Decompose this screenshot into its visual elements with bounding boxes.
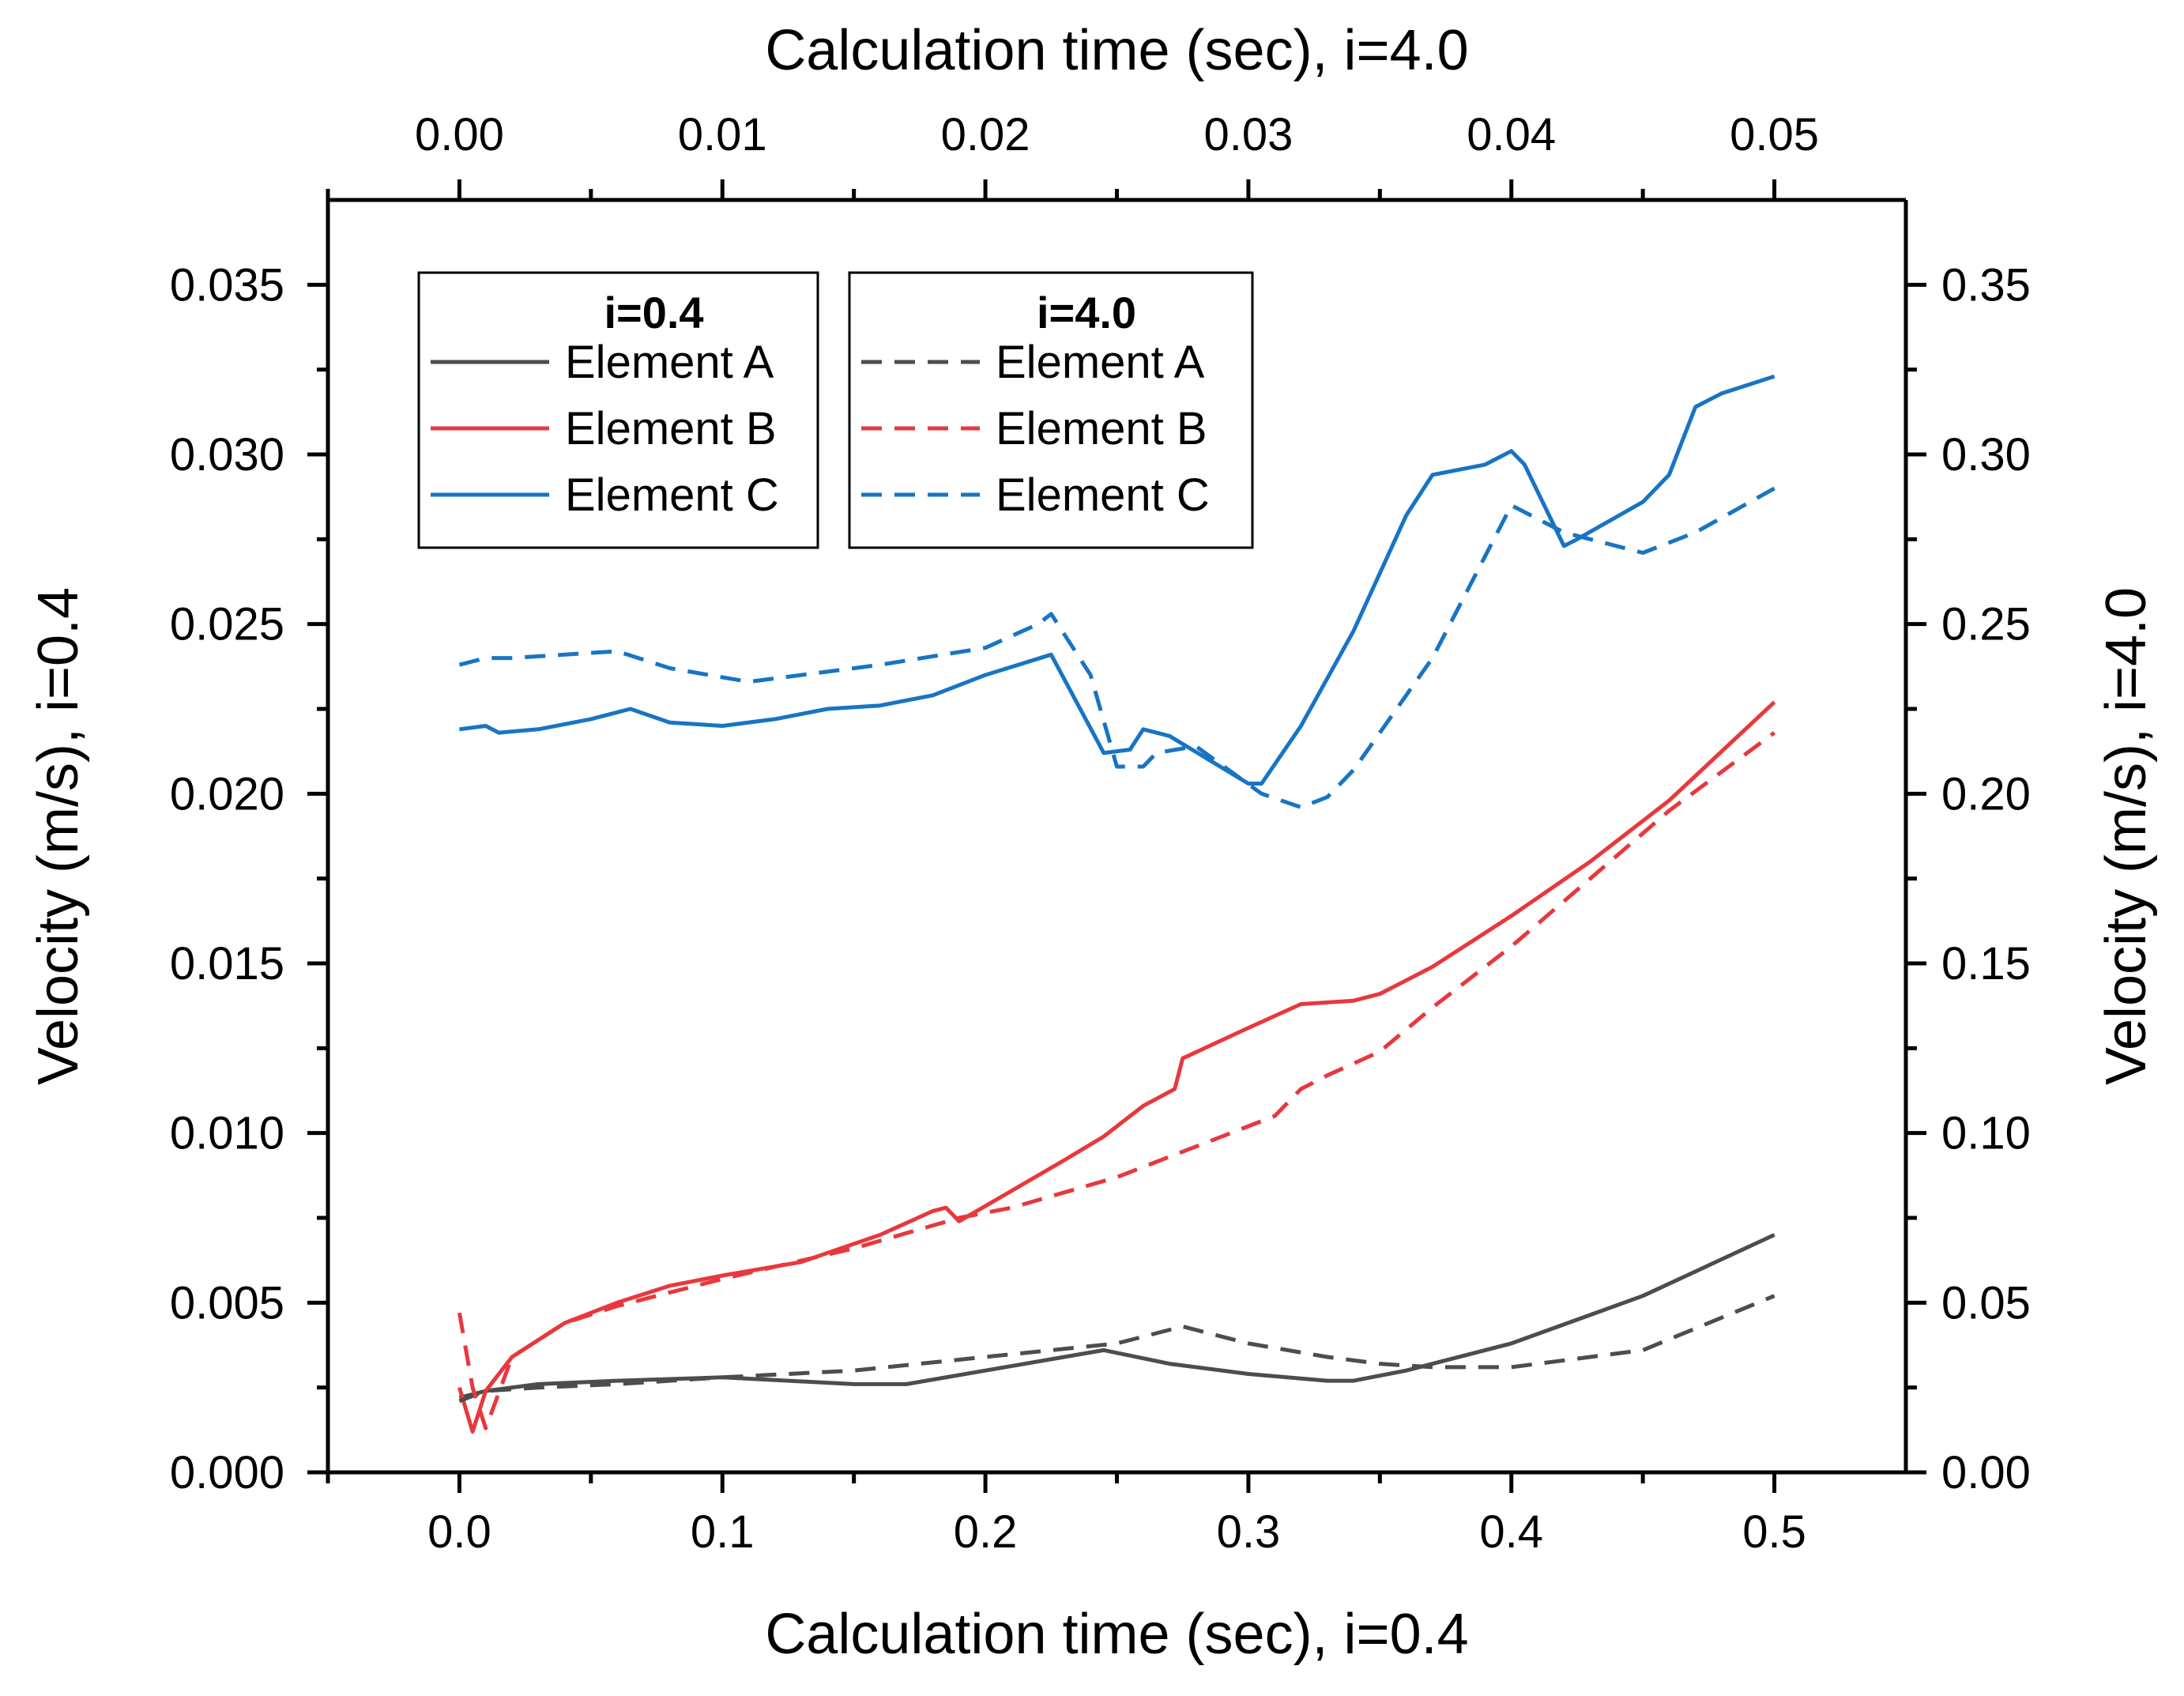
x-top-tick-label: 0.02 [941,109,1030,160]
x-bottom-tick-label: 0.5 [1742,1506,1806,1558]
legend-entry-label: Element B [565,403,777,454]
series-line-element-c-i-4-0 [458,486,1775,809]
y-right-tick-label: 0.35 [1941,259,2031,311]
x-bottom-tick-label: 0.3 [1217,1506,1281,1558]
y-left-axis-title: Velocity (m/s), i=0.4 [27,587,90,1085]
y-right-tick-label: 0.00 [1941,1447,2031,1498]
legend-box [417,271,819,549]
axes-layer: 0.0 0.1 0.2 0.3 0.4 0.5 0.00 0.01 0.02 0.03 0.04 0.… [170,109,2031,1558]
x-bottom-tick-label: 0.0 [427,1506,491,1558]
x-top-tick-label: 0.00 [415,109,504,160]
y-left-tick-label: 0.030 [170,429,284,481]
x-bottom-tick-label: 0.2 [954,1506,1018,1558]
y-right-tick-label: 0.15 [1941,938,2031,989]
series-line-element-a-i-0-4 [458,1233,1775,1400]
y-right-tick-label: 0.20 [1941,768,2031,820]
legend-group-title: i=0.4 [604,288,703,337]
x-top-tick-label: 0.01 [678,109,767,160]
legend-entry-label: Element B [996,403,1207,454]
y-left-tick-label: 0.035 [170,259,284,311]
x-top-tick-label: 0.05 [1730,109,1819,160]
y-left-tick-label: 0.005 [170,1277,284,1329]
x-bottom-tick-label: 0.4 [1479,1506,1543,1558]
series-layer [457,374,1776,1434]
x-top-axis-title: Calculation time (sec), i=4.0 [765,19,1468,82]
legend-box [848,271,1254,549]
x-top-tick-label: 0.04 [1467,109,1556,160]
series-line-element-b-i-4-0 [457,731,1776,1430]
legend-entry-label: Element C [996,469,1210,521]
y-left-tick-label: 0.025 [170,599,284,650]
axis-titles: Calculation time (sec), i=0.4 Calculatio… [27,19,2158,1666]
y-left-tick-label: 0.000 [170,1447,284,1498]
series-line-element-b-i-0-4 [458,700,1776,1434]
y-right-tick-label: 0.25 [1941,599,2031,650]
y-left-tick-label: 0.015 [170,938,284,989]
legend-entry-label: Element A [996,337,1205,388]
y-right-tick-label: 0.05 [1941,1277,2031,1329]
y-left-tick-label: 0.020 [170,768,284,820]
x-top-tick-label: 0.03 [1203,109,1293,160]
legend-group-title: i=4.0 [1037,288,1136,337]
y-left-tick-label: 0.010 [170,1108,284,1159]
x-bottom-axis-title: Calculation time (sec), i=0.4 [765,1603,1468,1666]
legend-entry-label: Element C [565,469,779,521]
y-right-tick-label: 0.30 [1941,429,2031,481]
legend-entry-label: Element A [565,337,774,388]
series-line-element-a-i-4-0 [458,1294,1775,1404]
series-line-element-c-i-0-4 [459,374,1775,786]
y-right-axis-title: Velocity (m/s), i=4.0 [2095,587,2158,1085]
y-right-tick-label: 0.10 [1941,1108,2031,1159]
x-bottom-tick-label: 0.1 [691,1506,755,1558]
